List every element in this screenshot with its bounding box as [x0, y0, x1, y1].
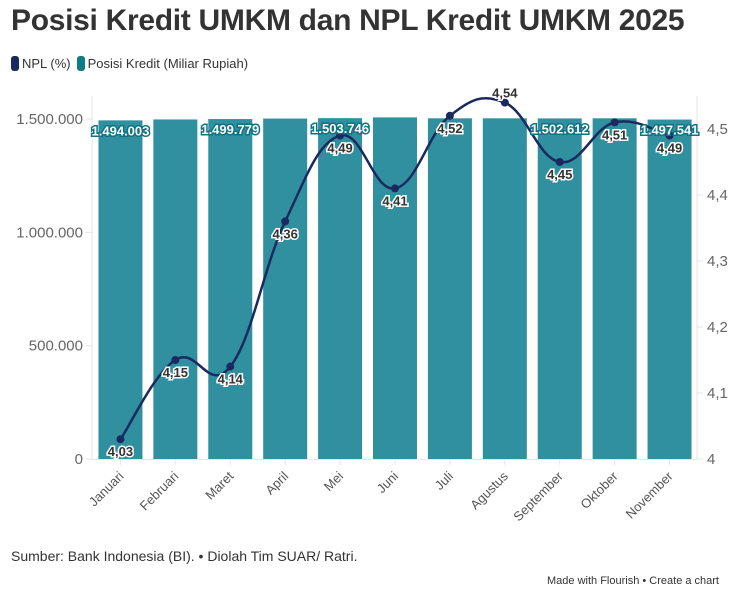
x-axis-label-juni: Juni	[374, 468, 402, 496]
bar-april[interactable]	[263, 119, 307, 459]
bar-agustus[interactable]	[483, 118, 527, 459]
right-axis-tick-label: 4,5	[707, 121, 728, 138]
bar-value-label: 1.502.612	[531, 121, 589, 136]
x-axis-label-mei: Mei	[321, 468, 346, 493]
x-axis-label-maret: Maret	[202, 468, 236, 502]
bar-juli[interactable]	[428, 118, 472, 459]
left-axis-tick-label: 1.500.000	[16, 111, 83, 128]
right-axis-tick-label: 4,2	[707, 319, 728, 336]
bar-juni[interactable]	[373, 117, 417, 459]
npl-value-label: 4,45	[547, 167, 572, 182]
right-axis-tick-label: 4,4	[707, 187, 728, 204]
npl-point-maret[interactable]	[226, 363, 234, 371]
right-axis-tick-label: 4,1	[707, 385, 728, 402]
x-axis-label-januari: Januari	[86, 468, 127, 509]
bar-november[interactable]	[648, 120, 692, 459]
npl-value-label: 4,49	[657, 141, 682, 156]
x-axis-label-februari: Februari	[137, 468, 182, 513]
bar-februari[interactable]	[153, 119, 197, 459]
npl-value-label: 4,52	[437, 121, 462, 136]
source-note: Sumber: Bank Indonesia (BI). • Diolah Ti…	[11, 548, 357, 564]
bar-januari[interactable]	[98, 120, 142, 459]
npl-point-februari[interactable]	[171, 356, 179, 364]
chart-area: 0 500.000 1.000.000 1.500.000 4 4,1 4,2 4,3 4,4 4…	[0, 0, 739, 540]
left-axis-tick-label: 1.000.000	[16, 224, 83, 241]
right-axis-tick-label: 4	[707, 451, 715, 468]
left-axis-tick-label: 0	[75, 451, 83, 468]
npl-point-juli[interactable]	[446, 112, 454, 120]
bar-oktober[interactable]	[593, 118, 637, 459]
npl-value-label: 4,49	[327, 141, 352, 156]
npl-value-label: 4,03	[108, 444, 133, 459]
x-axis-label-oktober: Oktober	[577, 468, 621, 512]
npl-value-label: 4,41	[382, 193, 407, 208]
npl-value-label: 4,15	[163, 365, 188, 380]
left-axis-tick-label: 500.000	[29, 338, 83, 355]
bar-mei[interactable]	[318, 118, 362, 459]
npl-value-label: 4,36	[273, 226, 298, 241]
x-axis-label-april: April	[262, 468, 291, 497]
npl-point-januari[interactable]	[116, 435, 124, 443]
npl-value-label: 4,51	[602, 127, 627, 142]
npl-value-label: 4,14	[218, 372, 244, 387]
flourish-credit[interactable]: Made with Flourish • Create a chart	[547, 575, 719, 587]
npl-point-april[interactable]	[281, 217, 289, 225]
x-axis-label-november: November	[623, 468, 676, 521]
x-axis-label-juli: Juli	[432, 468, 456, 492]
npl-value-label: 4,54	[492, 86, 518, 101]
npl-point-juni[interactable]	[391, 184, 399, 192]
bar-value-label: 1.499.779	[201, 122, 259, 137]
bar-value-label: 1.494.003	[92, 123, 150, 138]
bar-value-label: 1.503.746	[311, 121, 369, 136]
bar-value-label: 1.497.541	[641, 123, 699, 138]
x-axis-label-september: September	[510, 468, 566, 524]
npl-point-oktober[interactable]	[611, 118, 619, 126]
x-axis-label-agustus: Agustus	[467, 468, 511, 512]
npl-point-september[interactable]	[556, 158, 564, 166]
right-axis-tick-label: 4,3	[707, 253, 728, 270]
bar-maret[interactable]	[208, 119, 252, 459]
